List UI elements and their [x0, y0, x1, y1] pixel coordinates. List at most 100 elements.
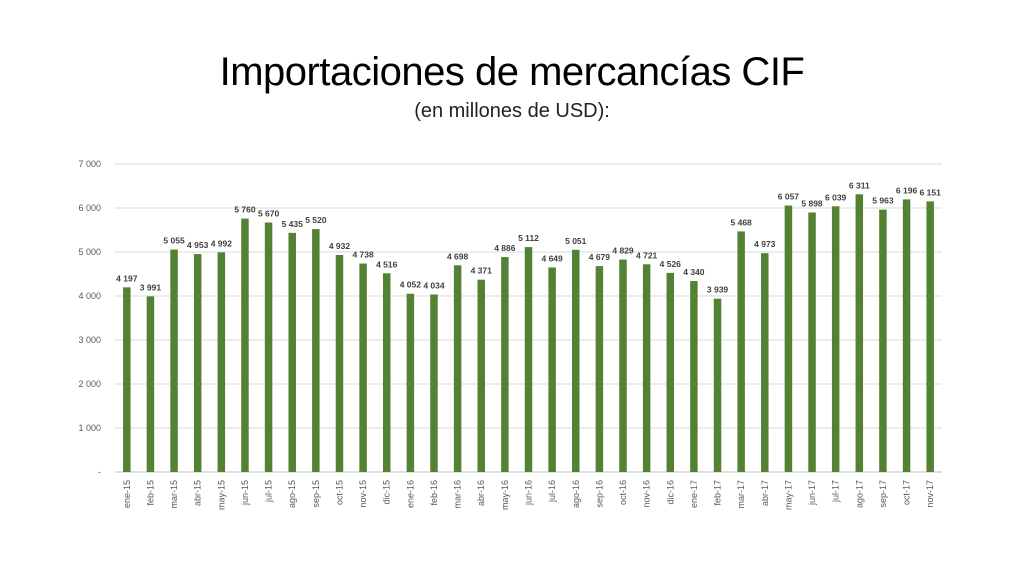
x-tick-label: may-16	[500, 480, 510, 510]
bar	[123, 287, 131, 472]
bar	[761, 253, 769, 472]
data-label: 5 520	[305, 215, 327, 225]
x-tick-label: oct-17	[902, 480, 912, 505]
data-label: 4 973	[754, 239, 776, 249]
bar	[170, 249, 178, 472]
x-tick-label: sep-17	[878, 480, 888, 508]
data-label: 5 112	[518, 233, 539, 243]
x-tick-label: dic-15	[382, 480, 392, 505]
x-tick-label: mar-16	[453, 480, 463, 509]
x-tick-label: may-17	[783, 480, 793, 510]
data-label: 3 991	[140, 282, 162, 292]
data-label: 4 371	[471, 266, 493, 276]
bar	[524, 247, 533, 472]
x-tick-label: ago-15	[287, 480, 297, 508]
bar	[690, 281, 698, 472]
y-tick-label: 6 000	[78, 203, 101, 213]
bar	[666, 272, 675, 472]
x-axis-ticks: ene-15 feb-15 mar-15 abr-15 may-15 jun-15 jul-…	[122, 480, 935, 510]
bar	[595, 266, 604, 472]
bar	[217, 252, 226, 472]
y-tick-label: 4 000	[78, 291, 101, 301]
data-label: 4 738	[352, 250, 374, 260]
data-label: 4 886	[494, 243, 516, 253]
bar	[713, 298, 722, 472]
x-tick-label: feb-17	[713, 480, 723, 506]
y-tick-label: 5 000	[78, 247, 101, 257]
bar	[808, 212, 816, 472]
x-tick-label: nov-17	[925, 480, 935, 508]
data-label: 6 311	[849, 180, 870, 190]
data-label: 4 992	[211, 238, 233, 248]
x-tick-label: abr-15	[193, 480, 203, 506]
bar	[193, 254, 202, 472]
data-label: 4 953	[187, 240, 209, 250]
data-label: 4 340	[683, 267, 705, 277]
x-tick-label: mar-15	[169, 480, 179, 509]
data-label: 5 760	[234, 205, 256, 215]
x-tick-label: mar-17	[736, 480, 746, 509]
x-tick-label: abr-16	[476, 480, 486, 506]
bar	[831, 206, 840, 472]
bars	[123, 194, 934, 473]
x-tick-label: may-15	[216, 480, 226, 510]
bar	[406, 293, 415, 472]
bar	[855, 194, 864, 473]
slide-subtitle: (en millones de USD):	[414, 100, 610, 122]
data-label: 4 052	[400, 280, 422, 290]
x-tick-label: ago-17	[854, 480, 864, 508]
y-tick-label: 1 000	[78, 423, 101, 433]
x-tick-label: jul-15	[264, 480, 274, 503]
data-label: 4 698	[447, 251, 469, 261]
y-tick-label: 2 000	[78, 379, 101, 389]
data-label: 4 679	[589, 252, 611, 262]
bar	[430, 294, 438, 472]
bar	[902, 199, 911, 472]
data-label: 4 516	[376, 259, 398, 269]
bar	[453, 265, 462, 472]
data-label: 4 932	[329, 241, 351, 251]
bar	[926, 201, 934, 472]
bar	[737, 231, 745, 472]
x-tick-label: jun-17	[807, 480, 817, 506]
data-label: 4 034	[423, 281, 445, 291]
x-tick-label: ene-17	[689, 480, 699, 508]
x-tick-label: abr-17	[760, 480, 770, 506]
data-label: 5 670	[258, 209, 280, 219]
y-tick-label: 3 000	[78, 335, 101, 345]
x-tick-label: dic-16	[665, 480, 675, 505]
x-tick-label: jun-15	[240, 480, 250, 506]
x-tick-label: oct-15	[334, 480, 344, 505]
x-tick-label: nov-16	[642, 480, 652, 508]
x-tick-label: sep-15	[311, 480, 321, 508]
data-label: 4 526	[660, 259, 682, 269]
data-label: 4 829	[612, 246, 634, 256]
bar	[382, 273, 391, 472]
data-label: 4 721	[636, 250, 658, 260]
bar	[879, 209, 887, 473]
data-label: 6 057	[778, 191, 800, 201]
x-tick-label: jul-17	[831, 480, 841, 503]
data-label: 3 939	[707, 285, 729, 295]
x-tick-label: jun-16	[524, 480, 534, 506]
x-tick-label: feb-16	[429, 480, 439, 506]
data-label: 5 963	[872, 196, 894, 206]
bar	[572, 249, 580, 472]
data-label: 4 649	[541, 253, 563, 263]
bar	[146, 296, 155, 472]
bar	[642, 264, 651, 472]
x-tick-label: ago-16	[571, 480, 581, 508]
x-tick-label: jul-16	[547, 480, 557, 503]
data-label: 6 196	[896, 185, 918, 195]
bar	[359, 263, 367, 472]
data-label: 5 468	[731, 217, 753, 227]
data-label: 5 051	[565, 236, 587, 246]
y-tick-label: -	[98, 467, 101, 477]
data-label: 4 197	[116, 273, 138, 283]
x-tick-label: ene-16	[405, 480, 415, 508]
slide-title: Importaciones de mercancías CIF	[219, 50, 805, 94]
bar	[548, 267, 556, 472]
y-axis-ticks: - 1 000 2 000 3 000 4 000 5 000 6 000 7 000	[78, 159, 101, 477]
bar	[288, 232, 296, 472]
